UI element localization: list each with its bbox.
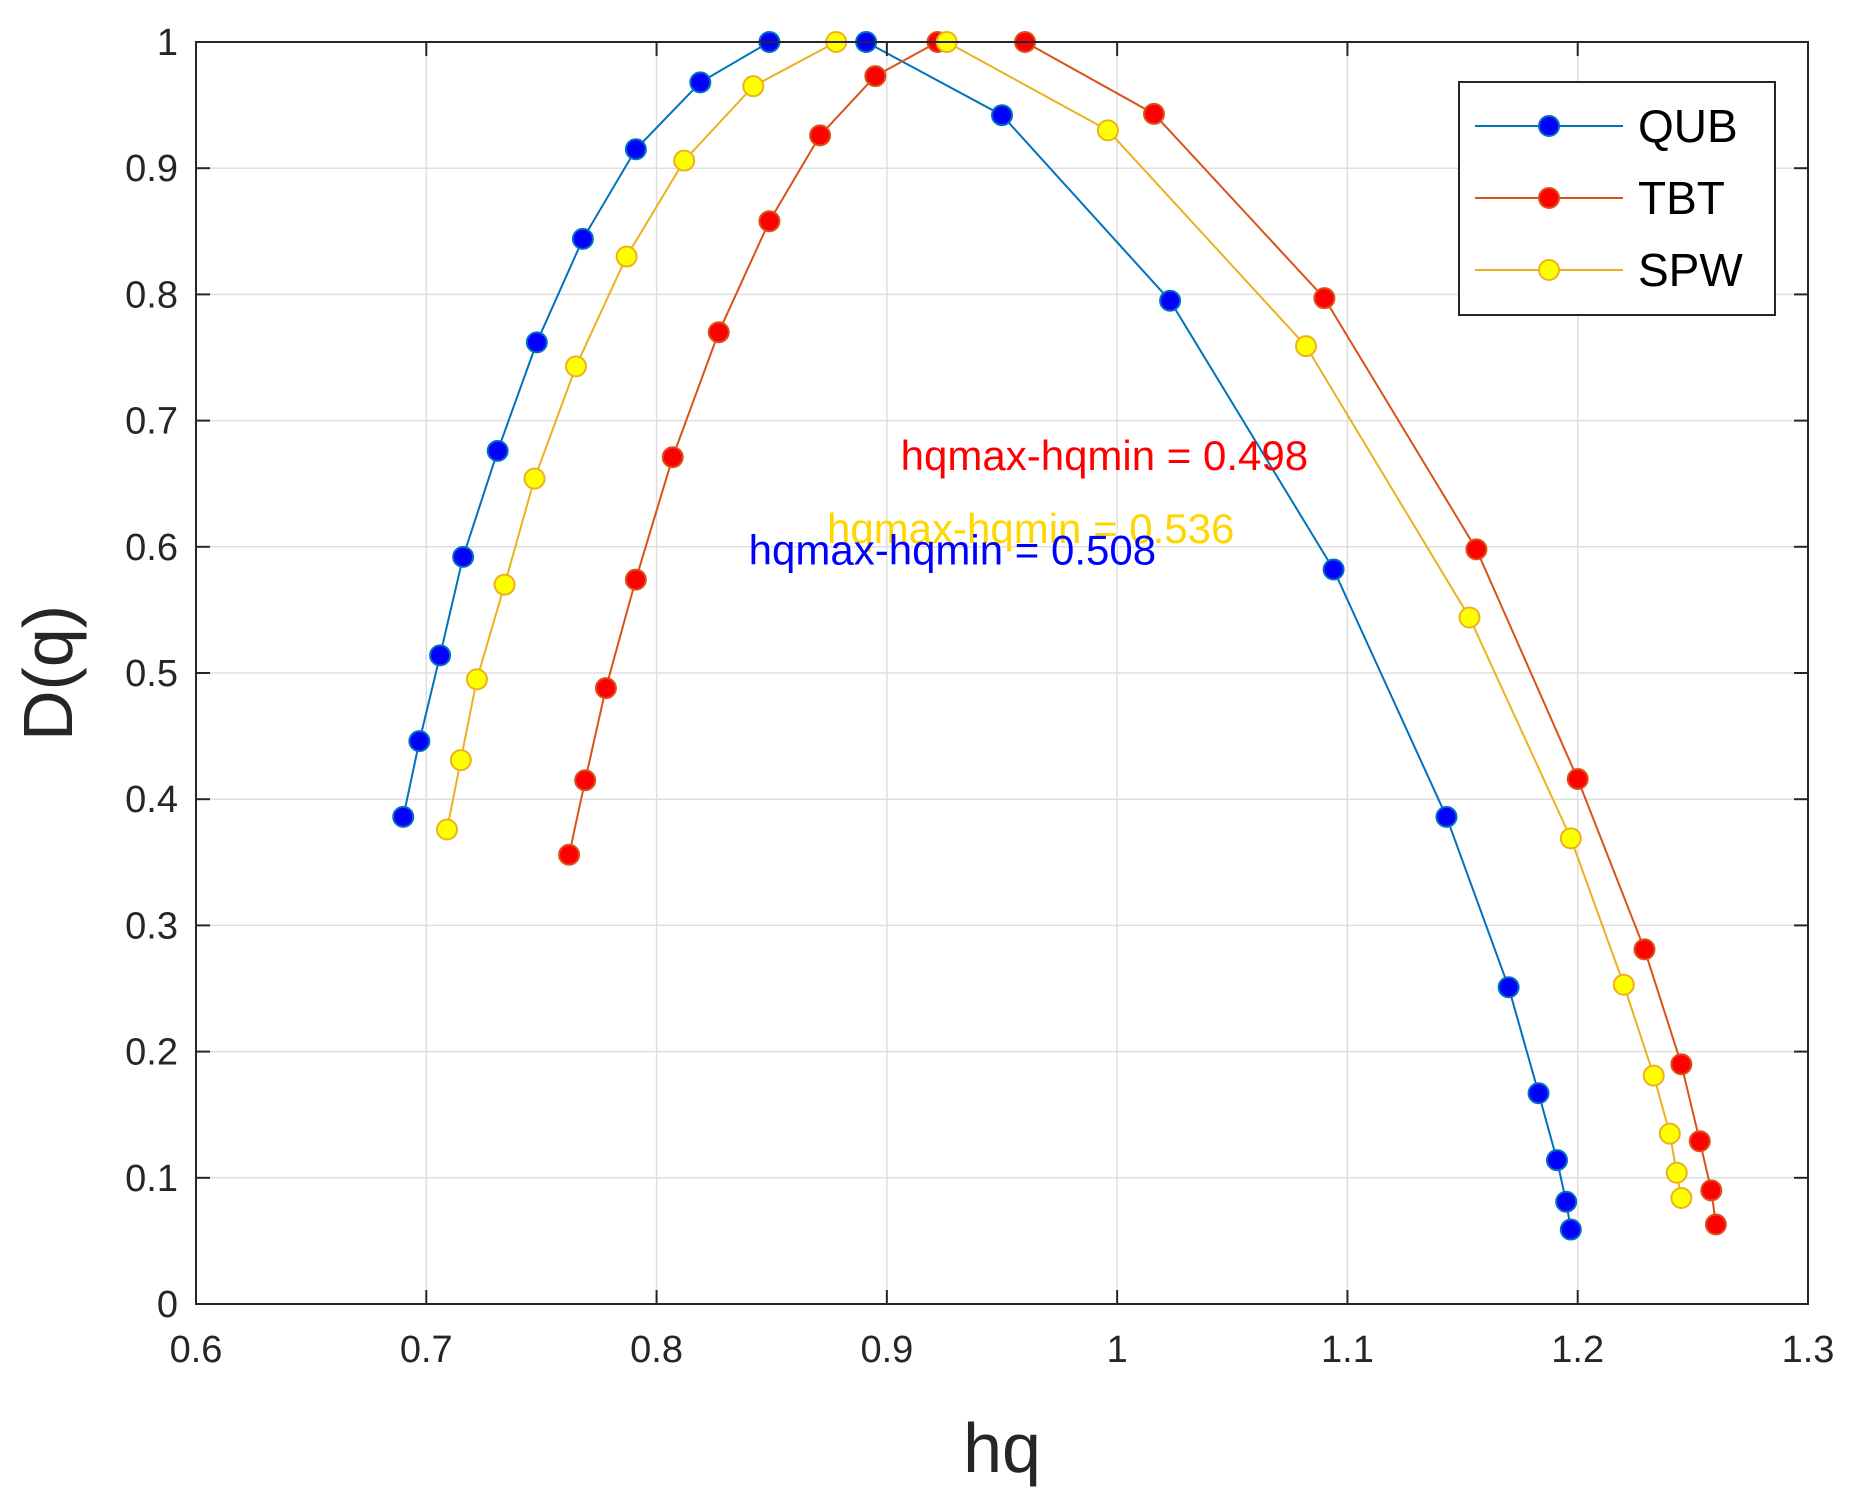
legend-label-tbt: TBT	[1638, 172, 1725, 224]
point-tbt	[1313, 287, 1336, 310]
legend-label-qub: QUB	[1638, 100, 1738, 152]
point-tbt	[1670, 1053, 1693, 1076]
legend-label-spw: SPW	[1638, 244, 1743, 296]
point-qub	[1559, 1218, 1582, 1241]
point-qub	[624, 138, 647, 161]
point-spw	[436, 818, 459, 841]
point-qub	[689, 71, 712, 94]
point-qub	[1435, 805, 1458, 828]
point-qub	[1555, 1190, 1578, 1213]
point-tbt	[758, 210, 781, 233]
point-tbt	[1142, 102, 1165, 125]
x-axis-label: hq	[963, 1409, 1041, 1487]
point-spw	[673, 149, 696, 172]
legend-marker-tbt	[1538, 187, 1560, 209]
point-tbt	[864, 65, 887, 88]
x-axis-ticks: 0.6 0.7 0.8 0.9 1 1.1 1.2 1.3	[170, 42, 1835, 1371]
point-tbt	[624, 568, 647, 591]
y-axis-label: D(q)	[9, 605, 87, 741]
series-markers	[392, 31, 1727, 1241]
x-tick-label: 1.1	[1321, 1329, 1374, 1371]
point-spw	[615, 245, 638, 268]
point-tbt	[1704, 1213, 1727, 1236]
point-qub	[452, 545, 475, 568]
point-spw	[1559, 827, 1582, 850]
point-qub	[1497, 976, 1520, 999]
y-tick-label: 0.5	[125, 653, 178, 695]
x-tick-label: 1.2	[1551, 1329, 1604, 1371]
x-tick-label: 1	[1107, 1329, 1128, 1371]
point-spw	[493, 573, 516, 596]
annotation-text: hqmax-hqmin = 0.536	[827, 505, 1234, 552]
y-tick-label: 0.8	[125, 274, 178, 316]
y-tick-label: 0.2	[125, 1032, 178, 1074]
annotation-text: hqmax-hqmin = 0.508	[749, 526, 1156, 573]
y-tick-label: 1	[157, 22, 178, 64]
y-axis-ticks: 0 0.1 0.2 0.3 0.4 0.5 0.6 0.7 0.8 0.9 1	[125, 22, 1808, 1326]
y-tick-label: 0.9	[125, 148, 178, 190]
annotation-text: hqmax-hqmin = 0.498	[901, 432, 1308, 479]
point-tbt	[1688, 1130, 1711, 1153]
legend-marker-qub	[1538, 115, 1560, 137]
point-spw	[1665, 1161, 1688, 1184]
point-tbt	[1566, 768, 1589, 791]
y-tick-label: 0.7	[125, 401, 178, 443]
point-qub	[1545, 1149, 1568, 1172]
point-qub	[1322, 558, 1345, 581]
legend: QUB TBT SPW	[1458, 81, 1776, 316]
point-spw	[449, 749, 472, 772]
y-tick-label: 0.3	[125, 905, 178, 947]
x-tick-label: 0.7	[400, 1329, 453, 1371]
y-tick-label: 0.6	[125, 527, 178, 569]
point-spw	[1612, 973, 1635, 996]
x-tick-label: 1.3	[1782, 1329, 1835, 1371]
y-tick-label: 0.1	[125, 1158, 178, 1200]
annotations: hqmax-hqmin = 0.498 hqmax-hqmin = 0.536hq…	[749, 432, 1308, 574]
point-qub	[1527, 1082, 1550, 1105]
y-tick-label: 0	[157, 1284, 178, 1326]
point-tbt	[1700, 1179, 1723, 1202]
x-tick-label: 0.6	[170, 1329, 223, 1371]
point-tbt	[707, 321, 730, 344]
point-qub	[571, 227, 594, 250]
point-qub	[525, 331, 548, 354]
point-tbt	[809, 124, 832, 147]
point-spw	[1658, 1122, 1681, 1145]
point-spw	[564, 355, 587, 378]
point-qub	[429, 644, 452, 667]
point-tbt	[661, 446, 684, 469]
x-tick-label: 0.8	[630, 1329, 683, 1371]
point-tbt	[574, 769, 597, 792]
point-spw	[1294, 335, 1317, 358]
point-qub	[1159, 289, 1182, 312]
point-spw	[742, 75, 765, 98]
point-spw	[1096, 119, 1119, 142]
point-spw	[1642, 1064, 1665, 1087]
point-tbt	[594, 677, 617, 700]
point-qub	[991, 104, 1013, 127]
point-spw	[1670, 1186, 1693, 1209]
x-tick-label: 0.9	[860, 1329, 913, 1371]
point-spw	[465, 668, 488, 691]
legend-marker-spw	[1538, 259, 1560, 281]
point-qub	[486, 439, 509, 462]
point-qub	[408, 730, 431, 753]
point-tbt	[1633, 938, 1656, 961]
y-tick-label: 0.4	[125, 779, 178, 821]
point-tbt	[1465, 538, 1488, 561]
point-tbt	[558, 843, 581, 866]
point-spw	[523, 467, 546, 490]
point-qub	[392, 805, 415, 828]
point-spw	[1458, 606, 1481, 629]
